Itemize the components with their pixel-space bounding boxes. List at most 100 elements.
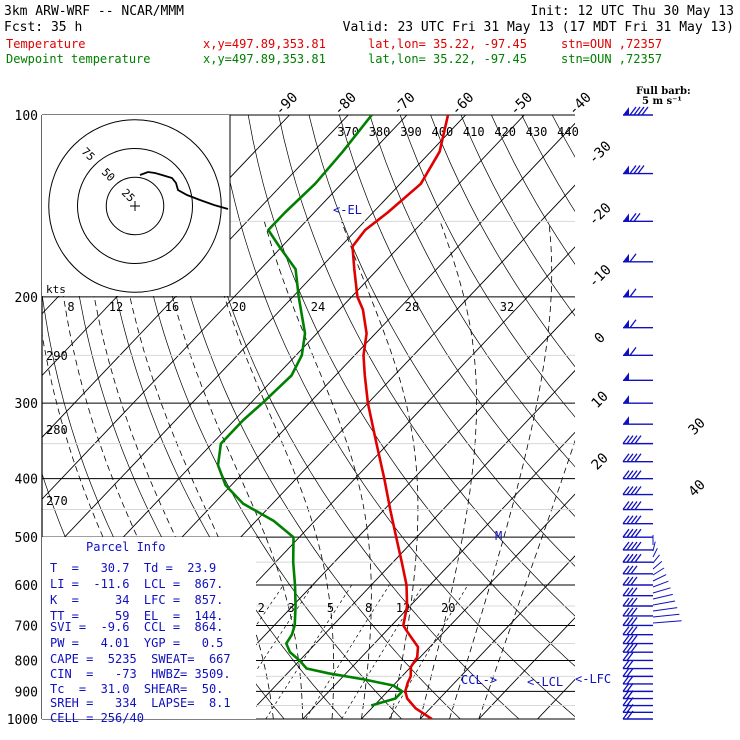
skewt-chart: 3km ARW-WRF -- NCAR/MMM Init: 12 UTC Thu… <box>0 0 740 740</box>
wind-barb <box>623 436 653 444</box>
barb-key-line2: 5 m s⁻¹ <box>642 96 682 107</box>
pressure-tick-label: 300 <box>15 397 38 412</box>
wind-barb <box>623 254 653 262</box>
wind-barb <box>623 652 653 660</box>
legend-dewpoint-latlon: lat,lon= 35.22, -97.45 <box>368 52 527 66</box>
pressure-tick-label: 900 <box>15 685 38 700</box>
moist-adiabat-line <box>479 221 638 719</box>
dry-adiabat-line <box>248 115 652 732</box>
legend-dewpoint-station: stn=OUN ,72357 <box>561 52 662 66</box>
wind-barb <box>623 542 653 550</box>
mixing-ratio-line <box>306 585 390 719</box>
wind-speed-scale-label: 8 <box>67 300 74 314</box>
wind-barb <box>623 529 653 537</box>
isotherm-line <box>303 115 740 719</box>
wind-barb <box>623 107 653 115</box>
isotherm-label: -30 <box>586 138 615 167</box>
forecast-hour: Fcst: 35 h <box>4 20 82 35</box>
isotherm-label: -60 <box>448 90 477 119</box>
wind-barbs <box>623 107 682 719</box>
wind-barb <box>623 487 653 495</box>
wind-barb-flag <box>623 416 629 424</box>
wind-barb <box>623 289 653 297</box>
isotherm-label: 30 <box>686 415 709 438</box>
parcel-info-title: Parcel Info <box>86 540 165 554</box>
parcel-info-row: K = 34 LFC = 857. <box>50 593 223 607</box>
wind-barb-flag <box>623 372 629 380</box>
mixing-ratio-line <box>266 585 352 719</box>
pressure-tick-label: 600 <box>15 579 38 594</box>
moist-adiabat-line <box>450 221 552 719</box>
parcel-info-row: PW = 4.01 YGP = 0.5 <box>50 636 223 650</box>
parcel-info-box: Parcel Info T = 30.7 Td = 23.9 LI = -11.… <box>42 537 256 725</box>
dry-adiabat-line <box>613 115 740 732</box>
mixing-ratio-label: 8 <box>365 601 372 615</box>
wind-barb <box>623 598 653 606</box>
theta-label: 380 <box>369 125 391 139</box>
wind-barb-flag <box>623 213 629 221</box>
mixing-ratio-label: 5 <box>327 601 334 615</box>
wind-barb <box>623 395 653 403</box>
parcel-info-row: T = 30.7 Td = 23.9 <box>50 561 216 575</box>
pressure-tick-label: 1000 <box>7 713 38 728</box>
wind-barb <box>623 644 653 652</box>
theta-label: 440 <box>557 125 579 139</box>
wind-barb-fan-line <box>653 561 662 569</box>
theta-label: 420 <box>494 125 516 139</box>
wind-barb-fan-line <box>653 568 664 575</box>
legend-dewpoint: Dewpoint temperature x,y=497.89,353.81 l… <box>6 52 662 66</box>
isotherm-label: 40 <box>686 477 709 500</box>
wind-barb <box>623 347 653 355</box>
lfc-marker: <-LFC <box>575 672 611 686</box>
wind-barb <box>623 668 653 676</box>
wind-barb <box>623 516 653 524</box>
theta-label: 390 <box>400 125 422 139</box>
isotherm-line <box>185 115 740 719</box>
mixing-ratio-label: 2 <box>258 601 265 615</box>
wind-barb <box>623 588 653 596</box>
isotherm-label: -50 <box>507 90 536 119</box>
wind-barb-flag <box>623 347 629 355</box>
legend-temperature: Temperature x,y=497.89,353.81 lat,lon= 3… <box>6 37 662 51</box>
wind-barb-flag <box>623 166 629 174</box>
parcel-info-row: LI = -11.6 LCL = 867. <box>50 577 223 591</box>
isotherm-label: -80 <box>331 90 360 119</box>
wind-barb-fan-line <box>653 621 682 623</box>
wind-barb <box>623 608 653 616</box>
wind-barb <box>623 661 653 669</box>
pressure-tick-label: 200 <box>15 291 38 306</box>
wind-barb <box>623 636 653 644</box>
legend-temperature-coords: x,y=497.89,353.81 <box>203 37 326 51</box>
isotherm-label: 0 <box>592 330 609 347</box>
wind-barb <box>623 502 653 510</box>
mixing-ratio-label: 20 <box>441 601 455 615</box>
wind-barb-flag <box>623 289 629 297</box>
parcel-info-row: SVI = -9.6 CCL = 864. <box>50 620 223 634</box>
wind-barb-feather <box>630 289 636 297</box>
wind-barb <box>623 676 653 684</box>
wind-barb-fan-line <box>653 581 668 587</box>
isotherm-line <box>361 115 740 719</box>
isotherm-line <box>244 115 740 719</box>
moist-adiabat-line <box>420 221 477 719</box>
theta-label: 290 <box>46 349 68 363</box>
mixing-ratio-label: 3 <box>287 601 294 615</box>
hodograph-unit: kts <box>46 283 66 296</box>
wind-barb <box>623 320 653 328</box>
valid-time: Valid: 23 UTC Fri 31 May 13 (17 MDT Fri … <box>343 20 734 35</box>
wind-barb-flag <box>623 320 629 328</box>
theta-label: 280 <box>46 423 68 437</box>
wind-barb-fan-line <box>653 588 671 593</box>
pressure-tick-label: 400 <box>15 473 38 488</box>
wind-speed-scale-label: 16 <box>165 300 179 314</box>
wind-barb-flag <box>623 254 629 262</box>
parcel-info-row: CAPE = 5235 SWEAT= 667 <box>50 652 231 666</box>
wind-barb <box>623 213 653 221</box>
theta-label: 410 <box>463 125 485 139</box>
parcel-info-row: Tc = 31.0 SHEAR= 50. <box>50 682 223 696</box>
legend-dewpoint-name: Dewpoint temperature <box>6 52 151 66</box>
pressure-tick-label: 100 <box>15 109 38 124</box>
wind-speed-scale-label: 32 <box>500 300 514 314</box>
isotherm-label: 10 <box>589 388 612 411</box>
model-title: 3km ARW-WRF -- NCAR/MMM <box>4 4 184 19</box>
